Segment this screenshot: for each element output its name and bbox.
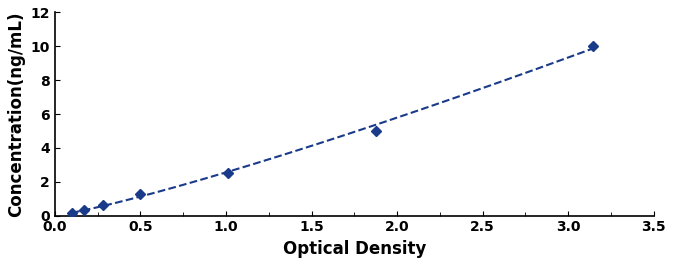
X-axis label: Optical Density: Optical Density bbox=[283, 240, 426, 258]
Y-axis label: Concentration(ng/mL): Concentration(ng/mL) bbox=[7, 11, 25, 217]
